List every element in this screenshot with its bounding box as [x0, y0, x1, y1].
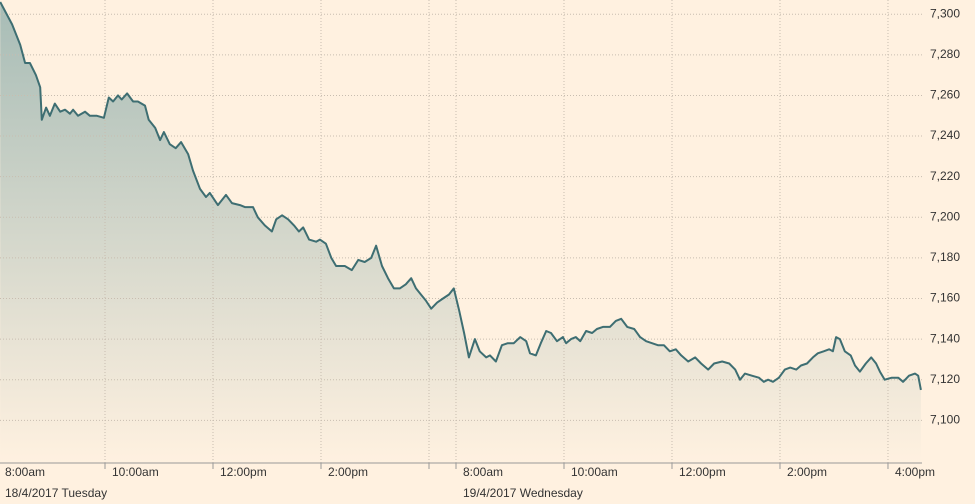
- x-tick-label: 12:00pm: [220, 465, 267, 479]
- date-label: 18/4/2017 Tuesday: [5, 486, 107, 500]
- x-tick-label: 2:00pm: [787, 465, 827, 479]
- y-tick-label: 7,200: [930, 209, 960, 223]
- y-tick-label: 7,220: [930, 169, 960, 183]
- x-tick-label: 10:00am: [571, 465, 618, 479]
- y-tick-label: 7,260: [930, 88, 960, 102]
- y-tick-label: 7,120: [930, 372, 960, 386]
- x-tick-label: 2:00pm: [328, 465, 368, 479]
- y-tick-label: 7,280: [930, 47, 960, 61]
- y-tick-label: 7,240: [930, 128, 960, 142]
- price-line: [0, 1, 922, 391]
- area-fill: [0, 2, 921, 463]
- x-tick-label: 12:00pm: [679, 465, 726, 479]
- x-tick-label: 10:00am: [112, 465, 159, 479]
- x-tick-label: 8:00am: [5, 465, 45, 479]
- y-tick-label: 7,180: [930, 250, 960, 264]
- y-tick-label: 7,140: [930, 331, 960, 345]
- date-label: 19/4/2017 Wednesday: [463, 486, 583, 500]
- y-tick-label: 7,160: [930, 291, 960, 305]
- y-tick-label: 7,100: [930, 413, 960, 427]
- x-tick-label: 4:00pm: [895, 465, 935, 479]
- x-tick-label: 8:00am: [463, 465, 503, 479]
- y-tick-label: 7,300: [930, 6, 960, 20]
